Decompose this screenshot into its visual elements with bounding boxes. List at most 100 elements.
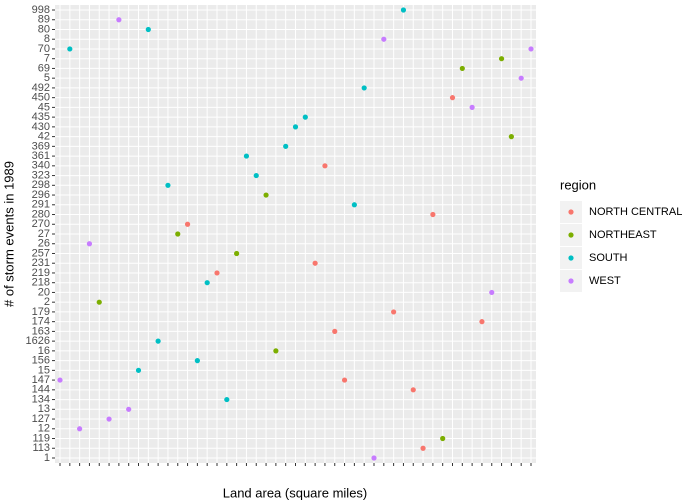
point: [498, 56, 505, 62]
legend-symbol: [568, 232, 574, 238]
y-tick-label: 42: [38, 131, 50, 143]
y-tick-label: 8: [44, 33, 50, 45]
y-tick-label: 27: [38, 228, 50, 240]
y-tick-label: 156: [32, 355, 50, 367]
point: [204, 280, 210, 286]
x-axis-title: Land area (square miles): [223, 485, 368, 500]
y-tick-label: 1: [44, 452, 50, 464]
y-tick-label: 16: [38, 345, 50, 357]
y-tick-label: 13: [38, 403, 50, 415]
point: [420, 445, 426, 451]
point: [77, 426, 83, 432]
y-tick-label: 163: [32, 325, 50, 337]
point: [145, 26, 151, 33]
point: [214, 270, 220, 276]
point: [67, 46, 73, 52]
y-tick-label: 89: [38, 14, 50, 26]
point: [292, 124, 299, 130]
point: [302, 114, 308, 120]
point: [508, 134, 514, 140]
point: [489, 289, 495, 296]
legend-symbol: [568, 209, 574, 215]
y-tick-label: 12: [38, 423, 50, 435]
y-tick-label: 20: [38, 286, 50, 298]
point: [184, 221, 191, 227]
point: [283, 143, 289, 149]
point: [96, 299, 102, 305]
legend-symbol: [568, 255, 574, 261]
legend-label: WEST: [589, 275, 621, 287]
point: [528, 46, 534, 52]
point: [165, 182, 171, 188]
point: [243, 153, 250, 159]
y-tick-label: 70: [38, 43, 50, 55]
point: [361, 85, 367, 91]
y-tick-label: 144: [32, 384, 50, 396]
point: [234, 250, 240, 257]
point: [341, 377, 348, 383]
point: [126, 406, 132, 412]
y-tick-label: 1626: [26, 335, 50, 347]
y-tick-label: 127: [32, 413, 50, 425]
y-tick-label: 435: [32, 111, 50, 123]
point: [518, 75, 524, 81]
y-tick-label: 2: [44, 296, 50, 308]
point: [449, 95, 456, 101]
point: [400, 7, 407, 13]
point: [469, 104, 475, 110]
point: [155, 338, 161, 344]
y-tick-label: 174: [32, 316, 50, 328]
y-tick-label: 323: [32, 169, 50, 181]
y-tick-label: 218: [32, 277, 50, 289]
point: [106, 416, 112, 422]
y-tick-label: 280: [32, 208, 50, 220]
y-tick-label: 119: [32, 432, 50, 444]
legend-label: NORTHEAST: [589, 229, 657, 241]
point: [135, 367, 142, 373]
legend-title: region: [560, 177, 596, 192]
point: [194, 358, 200, 364]
y-tick-label: 430: [32, 121, 50, 133]
y-tick-label: 5: [44, 72, 50, 84]
y-tick-label: 361: [32, 150, 50, 162]
point: [381, 36, 387, 42]
point: [332, 328, 338, 334]
point: [263, 192, 269, 198]
legend-label: SOUTH: [589, 252, 628, 264]
y-tick-label: 998: [32, 4, 50, 16]
y-tick-label: 179: [32, 306, 50, 318]
legend-symbol: [568, 278, 574, 284]
point: [440, 435, 446, 442]
point: [410, 387, 416, 393]
y-tick-label: 492: [32, 82, 50, 94]
y-tick-label: 231: [32, 257, 50, 269]
y-tick-label: 296: [32, 189, 50, 201]
y-tick-label: 369: [32, 140, 50, 152]
y-tick-label: 15: [38, 364, 50, 376]
y-tick-label: 45: [38, 101, 50, 113]
y-tick-label: 340: [32, 160, 50, 172]
point: [351, 202, 357, 208]
point: [391, 309, 397, 315]
point: [224, 396, 230, 403]
point: [116, 17, 122, 23]
legend-label: NORTH CENTRAL: [589, 206, 682, 218]
y-tick-label: 69: [38, 62, 50, 74]
point: [322, 163, 328, 169]
y-tick-label: 26: [38, 238, 50, 250]
point: [312, 260, 318, 266]
y-tick-label: 270: [32, 218, 50, 230]
point: [253, 172, 259, 179]
point: [479, 319, 485, 325]
y-tick-label: 134: [32, 393, 50, 405]
y-tick-label: 147: [32, 374, 50, 386]
point: [57, 377, 63, 383]
y-tick-label: 7: [44, 53, 50, 65]
point: [459, 65, 465, 72]
point: [86, 241, 93, 247]
y-tick-label: 257: [32, 247, 50, 259]
point: [273, 348, 279, 354]
y-tick-label: 450: [32, 92, 50, 104]
point: [175, 231, 181, 237]
